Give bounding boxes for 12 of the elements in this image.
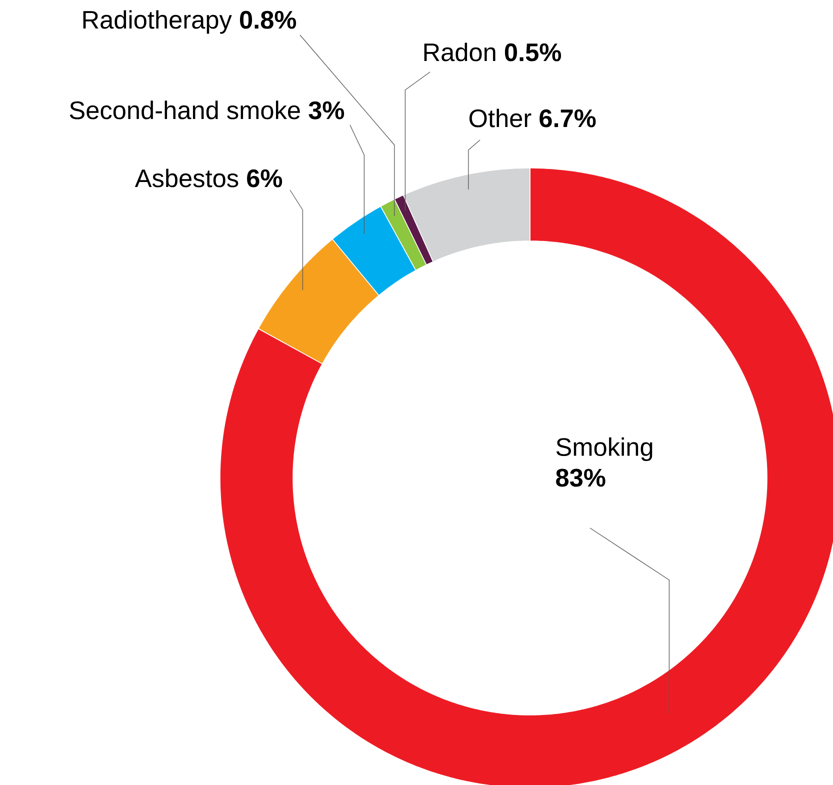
slice-label: Radiotherapy <box>83 10 232 34</box>
slice-label: Other <box>469 108 532 128</box>
data-label: 6.7% <box>540 109 596 128</box>
slice-label: Second-hand smoke <box>70 100 300 120</box>
slice-label: Asbestos <box>134 168 238 188</box>
data-label: 0.8% <box>240 10 296 29</box>
slice-label: Radon <box>424 42 496 62</box>
slice-label: Smoking <box>556 437 652 462</box>
data-label: 0.5% <box>504 43 562 62</box>
data-label: 83% <box>556 468 606 487</box>
data-label: 3% <box>308 101 344 120</box>
data-label: 6% <box>247 169 282 188</box>
